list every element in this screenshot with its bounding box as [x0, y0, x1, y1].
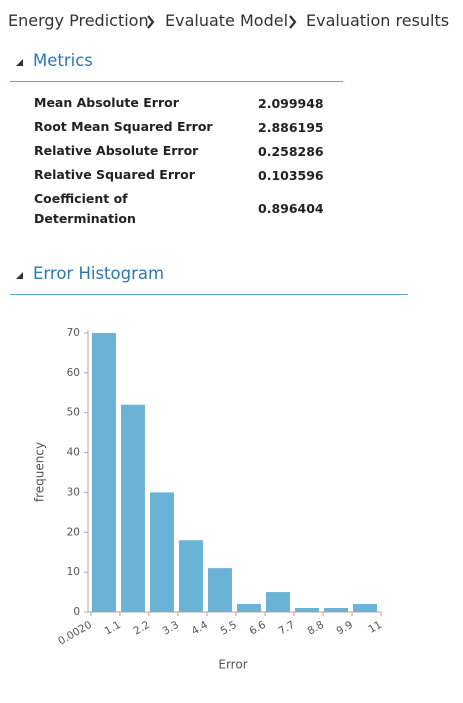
bar	[149, 492, 174, 612]
divider	[10, 81, 343, 82]
chevron	[147, 15, 155, 29]
collapse-icon[interactable]	[16, 272, 23, 279]
metric-name: Relative Absolute Error	[34, 143, 199, 158]
x-tick-label: 0.0020	[56, 619, 94, 648]
y-tick-label: 50	[67, 407, 80, 419]
y-tick-label: 70	[67, 327, 80, 339]
x-tick-label: 6.6	[248, 619, 269, 638]
y-axis-label: frequency	[33, 442, 47, 502]
section-title[interactable]: Error Histogram	[33, 264, 165, 283]
y-tick-label: 60	[67, 367, 80, 379]
y-tick-label: 40	[67, 447, 80, 459]
y-tick-label: 0	[73, 606, 80, 618]
x-tick-label: 1.1	[102, 619, 122, 638]
bar	[207, 568, 232, 612]
divider	[10, 294, 408, 295]
metric-name: Mean Absolute Error	[34, 95, 179, 110]
x-tick-label: 9.9	[335, 619, 355, 638]
y-tick-label: 30	[67, 486, 80, 498]
bar	[323, 608, 348, 612]
metric-value: 0.258286	[258, 144, 324, 159]
breadcrumb-item[interactable]: Energy Prediction	[8, 11, 149, 30]
metric-value: 0.896404	[258, 201, 324, 216]
section-title[interactable]: Metrics	[33, 51, 93, 70]
breadcrumb-item: Evaluation results	[306, 11, 450, 30]
bar	[178, 540, 203, 612]
bar	[294, 608, 319, 612]
metric-value: 2.886195	[258, 120, 324, 135]
x-tick-label: 2.2	[131, 619, 151, 638]
histogram: 0 10 20 30 40 50 60 70 0.0020 1.1 2.2 3.3 4.4 5.5 6.6 7…	[33, 327, 385, 672]
metric-name: Coefficient of Determination	[34, 191, 136, 226]
bar	[236, 604, 261, 612]
chevron	[289, 15, 297, 29]
x-tick-label: 8.8	[306, 619, 326, 638]
bar	[120, 404, 145, 612]
y-tick-label: 10	[67, 566, 80, 578]
breadcrumb-item[interactable]: Evaluate Model	[165, 11, 289, 30]
metric-name: Root Mean Squared Error	[34, 119, 213, 134]
collapse-icon[interactable]	[16, 59, 23, 66]
bar	[352, 604, 377, 612]
x-tick-label: 11	[366, 619, 384, 636]
x-tick-label: 3.3	[160, 619, 180, 638]
bar	[265, 592, 290, 612]
x-tick-label: 7.7	[277, 619, 297, 638]
bar	[92, 333, 116, 612]
x-axis-label: Error	[218, 658, 247, 672]
metric-value: 2.099948	[258, 96, 324, 111]
metric-value: 0.103596	[258, 168, 324, 183]
x-tick-label: 4.4	[190, 619, 211, 638]
metric-name: Relative Squared Error	[34, 167, 195, 182]
x-tick-label: 5.5	[219, 619, 239, 638]
y-tick-label: 20	[67, 526, 80, 538]
